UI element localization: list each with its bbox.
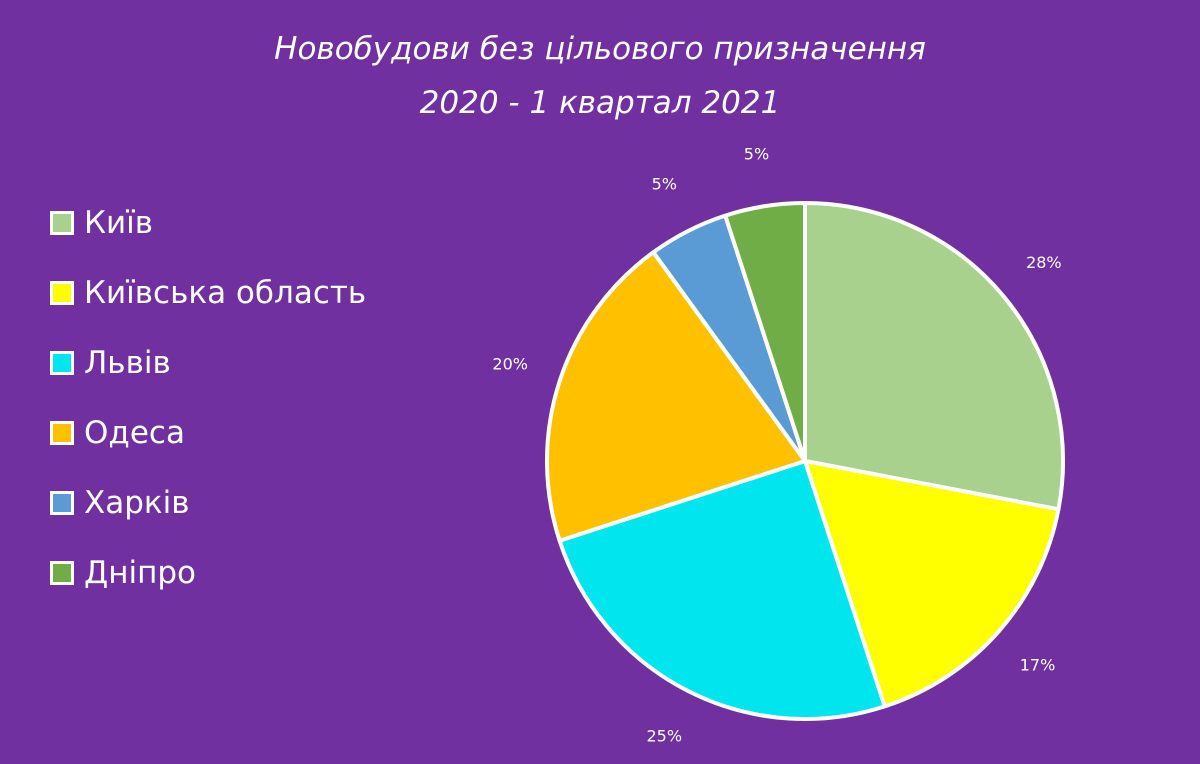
chart-subtitle: 2020 - 1 квартал 2021 [419,85,781,121]
legend-item-dnipro: Дніпро [50,538,366,608]
legend-swatch [50,211,74,235]
legend-label: Харків [84,485,190,521]
data-label-0: 28% [1026,253,1062,272]
legend-swatch [50,561,74,585]
legend-label: Львів [84,345,171,381]
legend-label: Київська область [84,275,367,311]
legend-label: Київ [84,205,154,241]
legend-label: Одеса [84,415,185,451]
chart-legend: Київ Київська область Львів Одеса Харків… [50,188,366,608]
legend-swatch [50,491,74,515]
legend-item-kharkiv: Харків [50,468,366,538]
legend-item-kyiv: Київ [50,188,366,258]
pie-slice-0 [803,201,1065,512]
data-label-5: 5% [744,144,769,163]
chart-title: Новобудови без цільового призначення 202… [0,22,1200,130]
pie-slice-2 [557,459,887,721]
legend-item-lviv: Львів [50,328,366,398]
legend-swatch [50,421,74,445]
data-label-1: 17% [1020,656,1056,675]
legend-item-kyiv-oblast: Київська область [50,258,366,328]
data-label-3: 20% [492,355,528,374]
legend-label: Дніпро [84,555,197,591]
data-label-4: 5% [652,174,677,193]
pie-slice-1 [803,459,1061,709]
data-label-2: 25% [646,727,682,746]
chart-title-line1: Новобудови без цільового призначення [274,31,926,67]
legend-item-odesa: Одеса [50,398,366,468]
pie-slice-5 [723,201,807,463]
legend-swatch [50,351,74,375]
pie-slice-3 [545,250,807,543]
legend-swatch [50,281,74,305]
